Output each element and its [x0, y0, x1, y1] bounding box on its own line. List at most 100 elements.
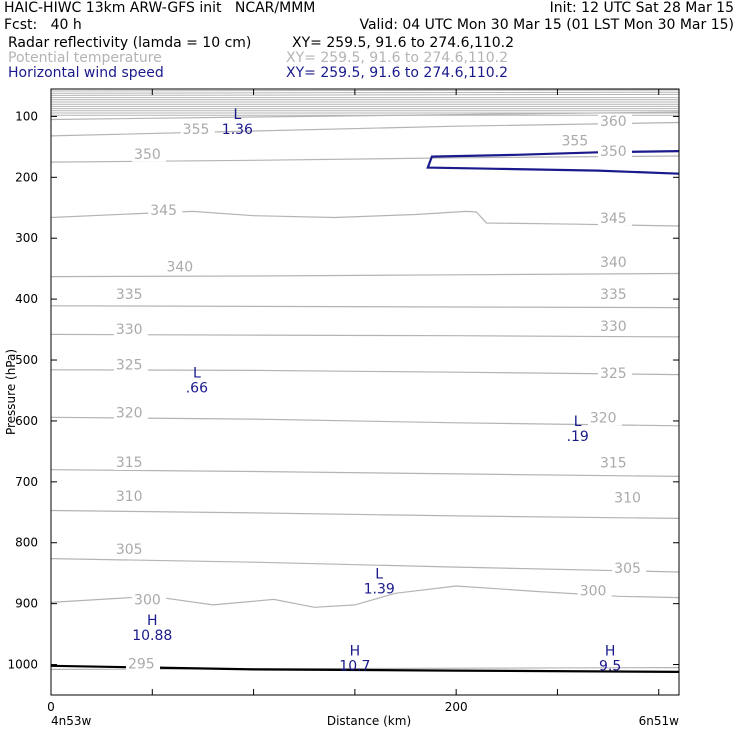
theta-contour-360 — [51, 111, 679, 121]
extremum-type: H — [350, 643, 361, 659]
theta-label: 310 — [614, 490, 641, 506]
theta-label: 295 — [128, 657, 155, 673]
field-label-wind: Horizontal wind speed — [8, 65, 164, 81]
theta-label: 305 — [614, 561, 641, 577]
extremum-type: L — [233, 107, 241, 123]
theta-label-bg — [125, 656, 160, 672]
theta-contour-340 — [51, 272, 679, 278]
theta-label: 325 — [116, 358, 143, 374]
theta-label: 305 — [116, 542, 143, 558]
theta-label: 320 — [590, 411, 617, 427]
y-tick-label: 300 — [15, 231, 38, 245]
extremum-value: 1.39 — [364, 582, 395, 598]
extremum-value: 10.7 — [339, 658, 370, 674]
theta-label-bg — [132, 146, 167, 162]
theta-label-bg — [180, 121, 215, 137]
field-xy-wind: XY= 259.5, 91.6 to 274.6,110.2 — [286, 65, 509, 81]
y-tick-label: 1000 — [7, 658, 38, 672]
theta-label-bg — [559, 133, 594, 149]
theta-contour-300 — [51, 585, 679, 608]
theta-label: 315 — [600, 456, 627, 472]
theta-label: 355 — [562, 133, 589, 149]
theta-label: 300 — [580, 584, 607, 600]
theta-label-bg — [597, 143, 632, 159]
theta-label-bg — [597, 366, 632, 382]
theta-label-bg — [164, 259, 199, 275]
x-axis-label: Distance (km) — [327, 714, 411, 728]
theta-label-bg — [113, 405, 148, 421]
theta-label: 300 — [134, 593, 161, 609]
extremum-value: 9.5 — [599, 658, 621, 674]
theta-label: 345 — [600, 211, 627, 227]
theta-label: 355 — [183, 122, 210, 138]
theta-label: 310 — [116, 489, 143, 505]
theta-contour-labels: 295 300 300 305 305 310 310 315 315 320 320 325 325 3… — [113, 113, 647, 673]
theta-label-bg — [113, 286, 148, 302]
hatch-line — [51, 89, 679, 92]
theta-label: 325 — [600, 366, 627, 382]
theta-label-bg — [597, 113, 632, 129]
theta-contour-335 — [51, 305, 679, 309]
theta-label: 340 — [166, 259, 193, 275]
axes: 100 200 300 400 500 600 700 800 900 1000 0 200 — [7, 89, 679, 714]
theta-label-bg — [113, 322, 148, 338]
theta-label: 345 — [150, 203, 177, 219]
theta-label: 350 — [134, 147, 161, 163]
y-tick-label: 100 — [15, 109, 38, 123]
theta-label-bg — [577, 583, 612, 599]
theta-label-bg — [597, 455, 632, 471]
theta-label-bg — [148, 202, 183, 218]
theta-contour-330 — [51, 333, 679, 338]
x-tick-label: 200 — [445, 700, 468, 714]
y-tick-label: 900 — [15, 597, 38, 611]
theta-label: 320 — [116, 406, 143, 422]
plot-frame — [50, 88, 680, 696]
theta-contour-345 — [51, 210, 679, 227]
theta-contour-315 — [51, 469, 679, 477]
hatch-line — [51, 93, 679, 96]
extremum-value: 1.36 — [222, 122, 253, 138]
field-label-theta: Potential temperature — [8, 50, 162, 66]
theta-label-bg — [597, 210, 632, 226]
field-xy-theta: XY= 259.5, 91.6 to 274.6,110.2 — [286, 50, 509, 66]
theta-contour-310 — [51, 509, 679, 519]
theta-label-bg — [597, 286, 632, 302]
y-tick-label: 700 — [15, 475, 38, 489]
theta-label-bg — [612, 490, 647, 506]
theta-label: 360 — [600, 114, 627, 130]
wind-speed-contour — [426, 150, 679, 175]
theta-contour-355 — [51, 121, 679, 137]
theta-label: 340 — [600, 255, 627, 271]
theta-contour-305 — [51, 558, 679, 573]
extremum-type: H — [605, 643, 616, 659]
theta-label: 350 — [600, 144, 627, 160]
init-time: Init: 12 UTC Sat 28 Mar 15 — [549, 0, 734, 16]
field-label-reflectivity: Radar reflectivity (lamda = 10 cm) — [8, 35, 252, 51]
y-tick-label: 500 — [15, 353, 38, 367]
extremum-value: .66 — [186, 381, 208, 397]
extremum-value: .19 — [567, 429, 589, 445]
theta-label-bg — [113, 542, 148, 558]
hatch-line — [51, 91, 679, 94]
y-tick-label: 200 — [15, 170, 38, 184]
theta-label-bg — [132, 592, 167, 608]
left-endpoint: 4n53w — [51, 714, 92, 728]
valid-time: Valid: 04 UTC Mon 30 Mar 15 (01 LST Mon … — [359, 17, 734, 33]
theta-label-bg — [113, 489, 148, 505]
forecast-hour: Fcst: 40 h — [4, 17, 82, 33]
model-top-hatch — [51, 89, 679, 116]
extremum-type: L — [574, 414, 582, 430]
theta-label: 335 — [116, 287, 143, 303]
theta-label: 315 — [116, 455, 143, 471]
y-tick-label: 800 — [15, 536, 38, 550]
theta-label-bg — [113, 454, 148, 470]
theta-contour-325 — [51, 369, 679, 376]
extremum-type: L — [193, 366, 201, 382]
x-tick-label: 0 — [47, 700, 55, 714]
wind-speed-line — [426, 150, 679, 175]
theta-label-bg — [113, 357, 148, 373]
theta-label-bg — [597, 255, 632, 271]
theta-contour-320 — [51, 416, 679, 427]
